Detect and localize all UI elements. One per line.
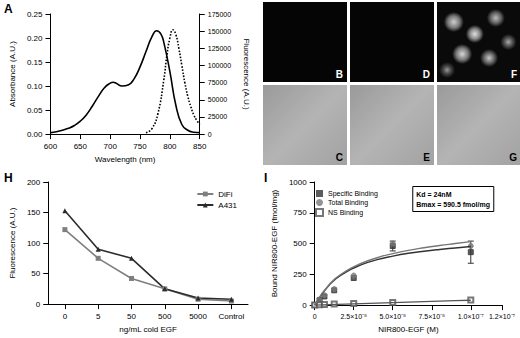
svg-text:0: 0	[63, 312, 68, 321]
svg-text:Wavelength (nm): Wavelength (nm)	[95, 155, 156, 164]
svg-text:2.5×10⁻⁸: 2.5×10⁻⁸	[340, 313, 367, 320]
html-text:H: H	[4, 171, 13, 185]
svg-text:175000: 175000	[208, 11, 231, 18]
svg-text:1000: 1000	[289, 178, 307, 187]
svg-text:7.5×10⁻⁸: 7.5×10⁻⁸	[418, 313, 445, 320]
svg-text:750: 750	[293, 208, 307, 217]
svg-text:Kd = 24nM: Kd = 24nM	[416, 191, 451, 198]
svg-text:0.25: 0.25	[27, 10, 43, 19]
svg-text:0: 0	[208, 131, 212, 138]
svg-text:50: 50	[31, 269, 40, 278]
svg-text:NS Binding: NS Binding	[328, 209, 363, 217]
html-text:G: G	[509, 152, 517, 163]
svg-text:5000: 5000	[189, 312, 207, 321]
svg-text:600: 600	[44, 142, 58, 151]
svg-text:Bound NIR800-EGF (fmol/mg): Bound NIR800-EGF (fmol/mg)	[270, 189, 279, 297]
svg-text:850: 850	[193, 142, 207, 151]
html-text:B: B	[335, 69, 343, 80]
svg-text:NIR800-EGF (M): NIR800-EGF (M)	[378, 325, 439, 334]
svg-text:DiFi: DiFi	[218, 190, 232, 199]
svg-text:Fluorescence (A.U.): Fluorescence (A.U.)	[8, 207, 17, 278]
svg-text:Bmax = 590.5 fmol/mg: Bmax = 590.5 fmol/mg	[416, 201, 490, 209]
svg-text:Specific Binding: Specific Binding	[328, 190, 378, 198]
svg-text:50: 50	[127, 312, 136, 321]
svg-text:ng/mL cold EGF: ng/mL cold EGF	[119, 325, 177, 334]
html-text:D: D	[422, 69, 430, 80]
svg-text:1.2×10⁻⁷: 1.2×10⁻⁷	[489, 313, 516, 320]
html-text:I: I	[264, 171, 268, 185]
html-text:F: F	[510, 69, 517, 80]
svg-text:800: 800	[163, 142, 177, 151]
svg-text:5.0×10⁻⁸: 5.0×10⁻⁸	[379, 313, 406, 320]
svg-text:A431: A431	[218, 201, 237, 210]
svg-text:150: 150	[27, 208, 41, 217]
svg-text:0: 0	[302, 301, 307, 310]
svg-text:125000: 125000	[208, 45, 231, 52]
svg-text:75000: 75000	[208, 79, 228, 86]
svg-text:650: 650	[74, 142, 88, 151]
svg-text:Absorbance (A.U.): Absorbance (A.U.)	[8, 41, 17, 107]
svg-text:0.10: 0.10	[27, 82, 43, 91]
svg-text:100000: 100000	[208, 62, 231, 69]
svg-text:Total Binding: Total Binding	[328, 199, 368, 207]
svg-text:250: 250	[293, 270, 307, 279]
html-text:E: E	[423, 152, 430, 163]
svg-text:100: 100	[27, 239, 41, 248]
svg-text:0: 0	[36, 300, 41, 309]
svg-text:0.05: 0.05	[27, 106, 43, 115]
svg-text:500: 500	[158, 312, 172, 321]
svg-text:0: 0	[313, 313, 317, 320]
svg-text:Fluorescence (A.U.): Fluorescence (A.U.)	[242, 38, 251, 109]
svg-text:150000: 150000	[208, 28, 231, 35]
svg-text:200: 200	[27, 178, 41, 187]
svg-text:750: 750	[133, 142, 147, 151]
svg-text:500: 500	[293, 239, 307, 248]
svg-text:0.15: 0.15	[27, 58, 43, 67]
svg-text:700: 700	[103, 142, 117, 151]
svg-text:25000: 25000	[208, 113, 228, 120]
svg-text:50000: 50000	[208, 96, 228, 103]
svg-text:0.00: 0.00	[27, 130, 43, 139]
html-text:A: A	[4, 2, 13, 16]
svg-text:Control: Control	[218, 312, 244, 321]
svg-text:0.20: 0.20	[27, 34, 43, 43]
svg-text:5: 5	[96, 312, 101, 321]
svg-text:1.0×10⁻⁷: 1.0×10⁻⁷	[458, 313, 485, 320]
html-text:C: C	[335, 152, 343, 163]
